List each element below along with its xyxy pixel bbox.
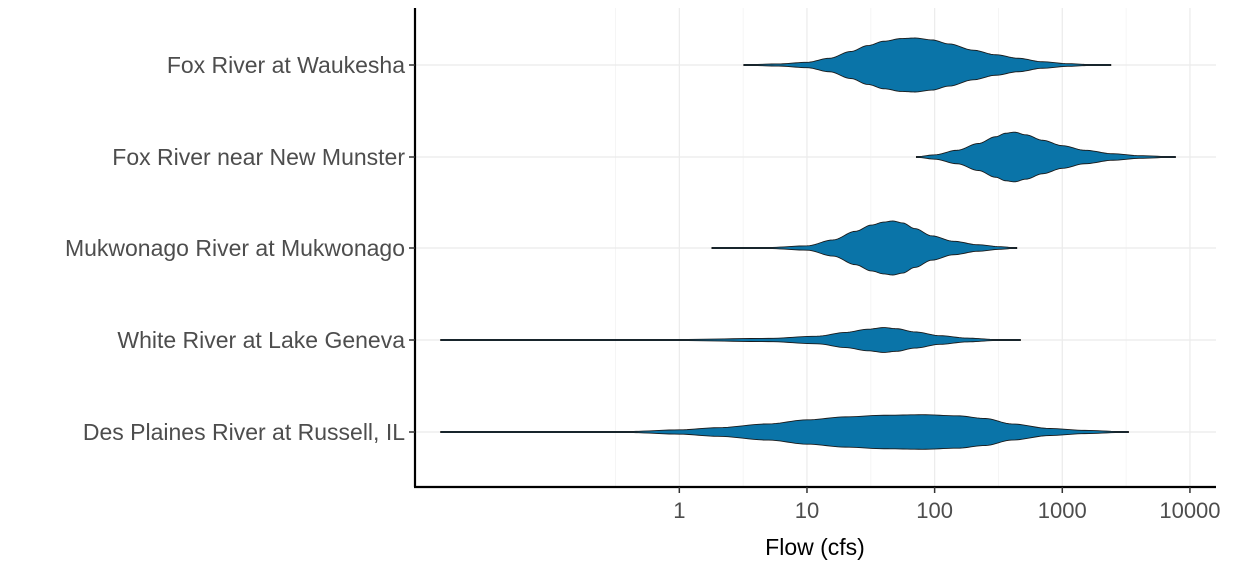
y-category-label: Des Plaines River at Russell, IL — [83, 419, 405, 445]
x-tick-label: 10 — [795, 498, 819, 523]
violin-fox-river-at-waukesha — [743, 37, 1112, 93]
y-category-label: Mukwonago River at Mukwonago — [65, 235, 405, 261]
violin-mukwonago-river-at-mukwonago — [711, 220, 1018, 276]
violin-white-river-at-lake-geneva — [440, 327, 1021, 353]
x-tick-label: 100 — [916, 498, 953, 523]
x-axis-ticks: 1 10 100 1000 10000 — [673, 487, 1221, 523]
y-category-label: Fox River near New Munster — [112, 144, 405, 170]
x-tick-label: 1 — [673, 498, 685, 523]
violin-des-plaines-river-at-russell-il — [440, 414, 1129, 450]
violin-fox-river-near-new-munster — [915, 131, 1176, 183]
x-tick-label: 10000 — [1159, 498, 1220, 523]
x-tick-label: 1000 — [1038, 498, 1087, 523]
x-axis-title: Flow (cfs) — [765, 534, 865, 560]
y-axis-labels: Fox River at Waukesha Fox River near New … — [65, 52, 415, 445]
violins — [440, 37, 1176, 450]
y-category-label: Fox River at Waukesha — [167, 52, 405, 78]
y-category-label: White River at Lake Geneva — [117, 327, 405, 353]
